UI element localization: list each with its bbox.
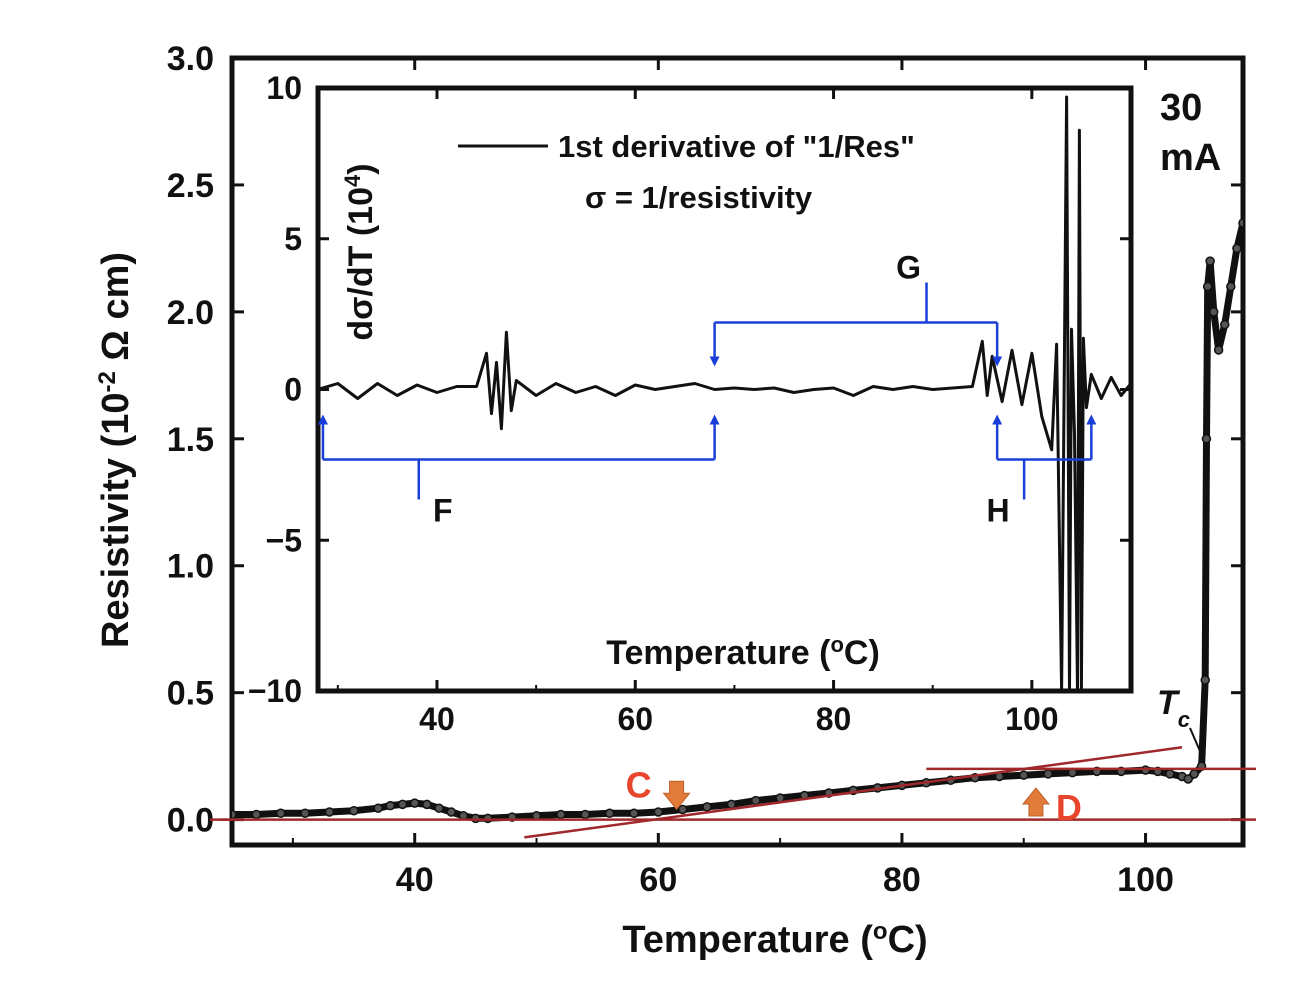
- inset-data-series: [318, 95, 1131, 691]
- main-x-tick-label: 40: [396, 861, 434, 899]
- inset-series-line: [318, 95, 1131, 691]
- main-data-point: [232, 809, 237, 820]
- main-data-point: [1018, 770, 1029, 780]
- main-data-point: [702, 802, 712, 812]
- main-data-point: [726, 799, 737, 810]
- main-data-point: [1043, 769, 1053, 779]
- inset-y-tick-label: 5: [284, 221, 302, 257]
- main-data-point: [653, 807, 664, 817]
- main-y-tick-label: 3.0: [167, 40, 214, 78]
- main-data-point: [470, 813, 481, 824]
- main-y-tick-label: 0.5: [167, 675, 214, 713]
- main-y-axis-title: Resistivity (10-2 Ω cm): [94, 252, 138, 648]
- main-data-point: [373, 803, 383, 813]
- main-data-point: [604, 808, 615, 819]
- inset-legend-line2: σ = 1/resistivity: [585, 180, 813, 215]
- main-data-point: [1202, 281, 1213, 292]
- main-data-point: [275, 808, 286, 819]
- main-data-point: [1200, 675, 1210, 685]
- inset-y-tick-label: 0: [284, 372, 302, 408]
- inset-y-axis-title: dσ/dT (104): [340, 163, 381, 340]
- inset-y-tick-label: −10: [248, 673, 302, 709]
- main-data-point: [422, 799, 432, 810]
- main-data-point: [349, 805, 359, 816]
- main-data-point: [446, 807, 457, 817]
- main-plot-frame: [229, 55, 1246, 848]
- main-data-point: [556, 809, 566, 820]
- inset-legend-line1: 1st derivative of "1/Res": [558, 129, 915, 164]
- main-data-point: [409, 798, 420, 808]
- bracket-label-g: G: [896, 250, 921, 286]
- main-data-point: [1183, 774, 1193, 784]
- main-data-point: [1205, 256, 1215, 266]
- marker-label-c: C: [626, 764, 652, 805]
- main-data-point: [1219, 319, 1230, 330]
- main-data-point: [580, 809, 590, 820]
- main-data-point: [1201, 434, 1212, 444]
- main-y-tick-label: 2.0: [167, 294, 214, 332]
- main-data-point: [300, 808, 310, 819]
- main-data-point: [1209, 307, 1219, 317]
- main-data-point: [629, 808, 639, 819]
- tc-pointer-line: [1189, 727, 1204, 759]
- main-data-point: [434, 803, 444, 813]
- inset-x-tick-label: 60: [617, 701, 653, 737]
- main-data-point: [1238, 218, 1243, 228]
- inset-x-tick-label: 40: [419, 701, 455, 737]
- inset-y-tick-label: −5: [266, 522, 302, 558]
- main-x-tick-label: 80: [883, 861, 921, 899]
- main-data-point: [1189, 769, 1200, 779]
- main-data-point: [324, 807, 335, 817]
- main-data-point: [483, 813, 493, 824]
- inset-bracket-h: H: [987, 414, 1097, 529]
- tc-label: Tc: [1157, 684, 1190, 732]
- main-data-point: [1213, 345, 1224, 355]
- main-y-tick-label: 1.0: [167, 548, 214, 586]
- bracket-label-h: H: [987, 493, 1010, 529]
- marker-label-d: D: [1056, 787, 1082, 828]
- main-x-axis-title: Temperature (oC): [622, 918, 927, 962]
- inset-x-tick-label: 80: [816, 701, 852, 737]
- inset-x-axis-title: Temperature (oC): [606, 632, 880, 673]
- bracket-label-f: F: [433, 493, 453, 529]
- main-data-point: [751, 795, 761, 806]
- main-data-point: [251, 809, 262, 820]
- main-data-point: [1140, 765, 1151, 775]
- main-fit-line: [524, 746, 1183, 839]
- main-data-point: [1226, 281, 1236, 292]
- inset-x-tick-label: 100: [1005, 701, 1058, 737]
- main-data-point: [397, 799, 408, 810]
- main-x-tick-label: 60: [639, 861, 677, 899]
- main-y-tick-label: 1.5: [167, 421, 214, 459]
- marker-arrow-c: [662, 780, 691, 811]
- inset-brackets: F G H: [317, 250, 1097, 529]
- inset-y-tick-label: 10: [266, 70, 302, 106]
- main-data-point: [1232, 243, 1242, 254]
- inset-axis-ticks: 40 60 80 100 −10 −5 0 5 10: [248, 70, 1132, 737]
- main-data-point: [677, 804, 688, 815]
- current-label-unit: mA: [1160, 137, 1221, 179]
- main-fit-lines-extension: [210, 746, 1256, 839]
- current-label-value: 30: [1160, 87, 1202, 129]
- main-y-tick-label: 2.5: [167, 167, 214, 205]
- main-data-point: [1165, 769, 1175, 779]
- inset-bracket-g: G: [709, 250, 1003, 367]
- main-markers: CD: [626, 764, 1082, 828]
- main-data-point: [385, 800, 396, 811]
- marker-arrow-d: [1021, 787, 1050, 817]
- main-x-tick-label: 100: [1117, 861, 1174, 899]
- inset-bracket-f: F: [317, 414, 720, 529]
- main-y-tick-label: 0.0: [167, 802, 214, 840]
